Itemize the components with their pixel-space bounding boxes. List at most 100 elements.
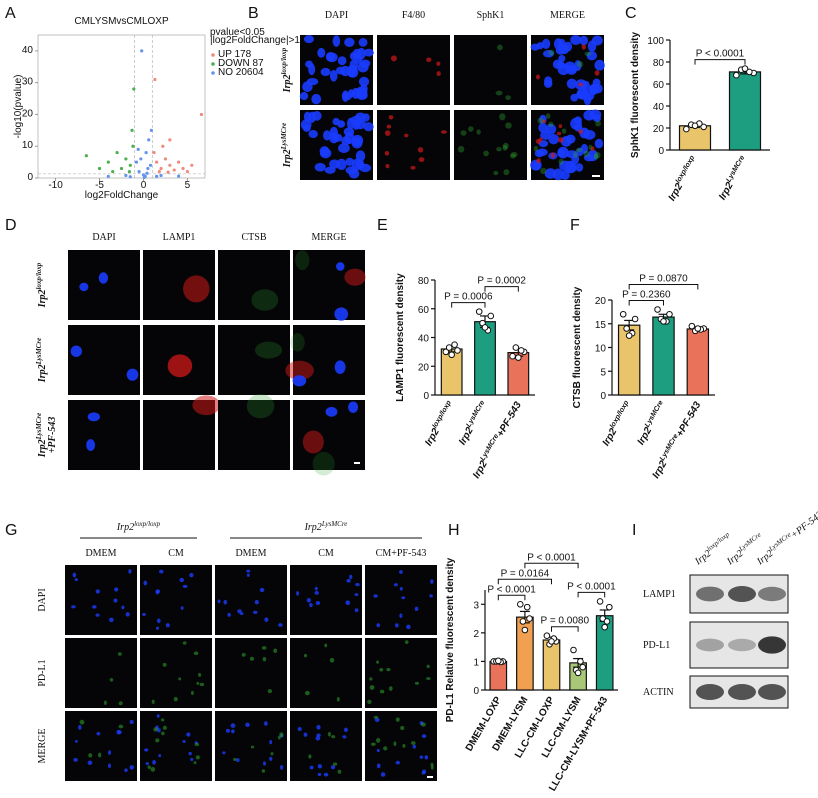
point <box>106 174 110 179</box>
point <box>152 150 156 155</box>
cell-signal <box>354 608 359 613</box>
cell-signal <box>72 572 77 578</box>
cell-signal <box>564 161 577 174</box>
cell-signal <box>376 748 380 753</box>
cell-signal <box>118 724 124 729</box>
cell-signal <box>505 122 512 129</box>
cell-signal <box>345 157 354 166</box>
cell-signal <box>376 763 381 769</box>
micrograph <box>365 565 437 635</box>
y-tick-label: 0 <box>600 391 606 402</box>
column-label: DMEM <box>235 548 266 559</box>
point <box>168 163 172 167</box>
cell-signal <box>576 90 584 99</box>
column-label: LAMP1 <box>163 232 196 243</box>
blot-band <box>728 684 756 700</box>
cell-signal <box>379 668 384 672</box>
cell-signal <box>424 755 429 760</box>
data-point <box>700 123 707 131</box>
point <box>153 77 157 82</box>
cell-signal <box>426 677 431 680</box>
y-tick-label: 0 <box>658 146 664 157</box>
comparison-bracket <box>628 300 664 306</box>
cell-signal <box>155 738 160 743</box>
point <box>155 174 159 179</box>
cell-signal <box>363 48 374 57</box>
legend-swatch <box>211 62 215 66</box>
point <box>130 128 134 132</box>
cell-signal <box>303 35 314 44</box>
cell-signal <box>121 605 125 610</box>
cell-signal <box>345 600 351 606</box>
cell-signal <box>70 345 82 358</box>
cell-signal <box>78 725 82 730</box>
data-point <box>623 325 630 332</box>
cell-signal <box>551 152 555 159</box>
cell-signal <box>556 131 562 136</box>
x-tick-label-base: Irp2 <box>601 426 620 448</box>
y-axis-label: SphK1 fluorescent density <box>630 31 641 158</box>
row-label: PD-L1 <box>37 659 48 686</box>
cell-signal <box>223 599 228 605</box>
point <box>148 163 153 167</box>
point <box>136 147 140 151</box>
x-tick-label-sup: loxp/loxp <box>609 399 631 430</box>
point <box>97 166 102 171</box>
cell-signal <box>355 86 368 99</box>
cell-signal <box>161 731 165 736</box>
data-point <box>445 344 453 351</box>
cell-signal <box>346 578 351 583</box>
point <box>147 138 151 142</box>
cell-signal <box>386 667 391 672</box>
data-point <box>596 598 604 605</box>
comparison-bracket <box>551 626 579 632</box>
cell-signal <box>530 43 540 51</box>
cell-signal <box>426 664 430 669</box>
row-label-base: Irp2 <box>37 290 48 309</box>
cell-signal <box>395 760 401 765</box>
y-tick-label: 40 <box>653 102 665 113</box>
x-tick-label-base: Irp2 <box>651 459 670 481</box>
cell-signal <box>152 760 157 765</box>
cell-signal <box>594 70 600 76</box>
data-point <box>516 600 524 608</box>
point <box>168 138 172 142</box>
x-tick-label-sup: LysMCre <box>465 399 486 428</box>
cell-signal <box>327 732 331 737</box>
cell-signal <box>323 772 329 777</box>
panel-letter: I <box>632 522 636 539</box>
bar <box>652 316 675 396</box>
cell-signal <box>544 168 557 179</box>
cell-signal <box>193 761 197 765</box>
data-point <box>523 603 531 611</box>
cell-signal <box>88 753 93 758</box>
data-point <box>683 125 690 133</box>
cell-signal <box>393 741 397 746</box>
cell-signal <box>143 580 148 586</box>
row-label-sup: LysMCre <box>35 338 43 366</box>
cell-signal <box>308 111 316 123</box>
data-point <box>548 638 555 645</box>
data-point <box>448 351 455 359</box>
cell-signal <box>538 140 549 148</box>
cell-signal <box>153 727 158 732</box>
cell-signal <box>349 59 358 71</box>
cell-signal <box>296 591 300 596</box>
comparison-bracket <box>524 562 579 569</box>
cell-signal <box>323 130 332 141</box>
cell-signal <box>589 84 598 96</box>
cell-signal <box>156 618 161 624</box>
row-label-suffix: +PF-543 <box>47 417 58 454</box>
cell-signal <box>385 163 390 169</box>
x-tick-label-sup: LysMCre <box>659 433 680 462</box>
cell-signal <box>510 151 518 158</box>
blot-band <box>696 638 724 652</box>
y-tick-label: 3 <box>473 600 479 611</box>
y-tick-label: 10 <box>22 140 34 151</box>
column-label: MERGE <box>312 232 347 243</box>
cell-signal <box>351 137 363 149</box>
cell-signal <box>460 130 467 136</box>
x-tick-label-suffix: +PF-543 <box>675 400 704 439</box>
cell-signal <box>348 401 359 413</box>
point <box>144 150 148 155</box>
